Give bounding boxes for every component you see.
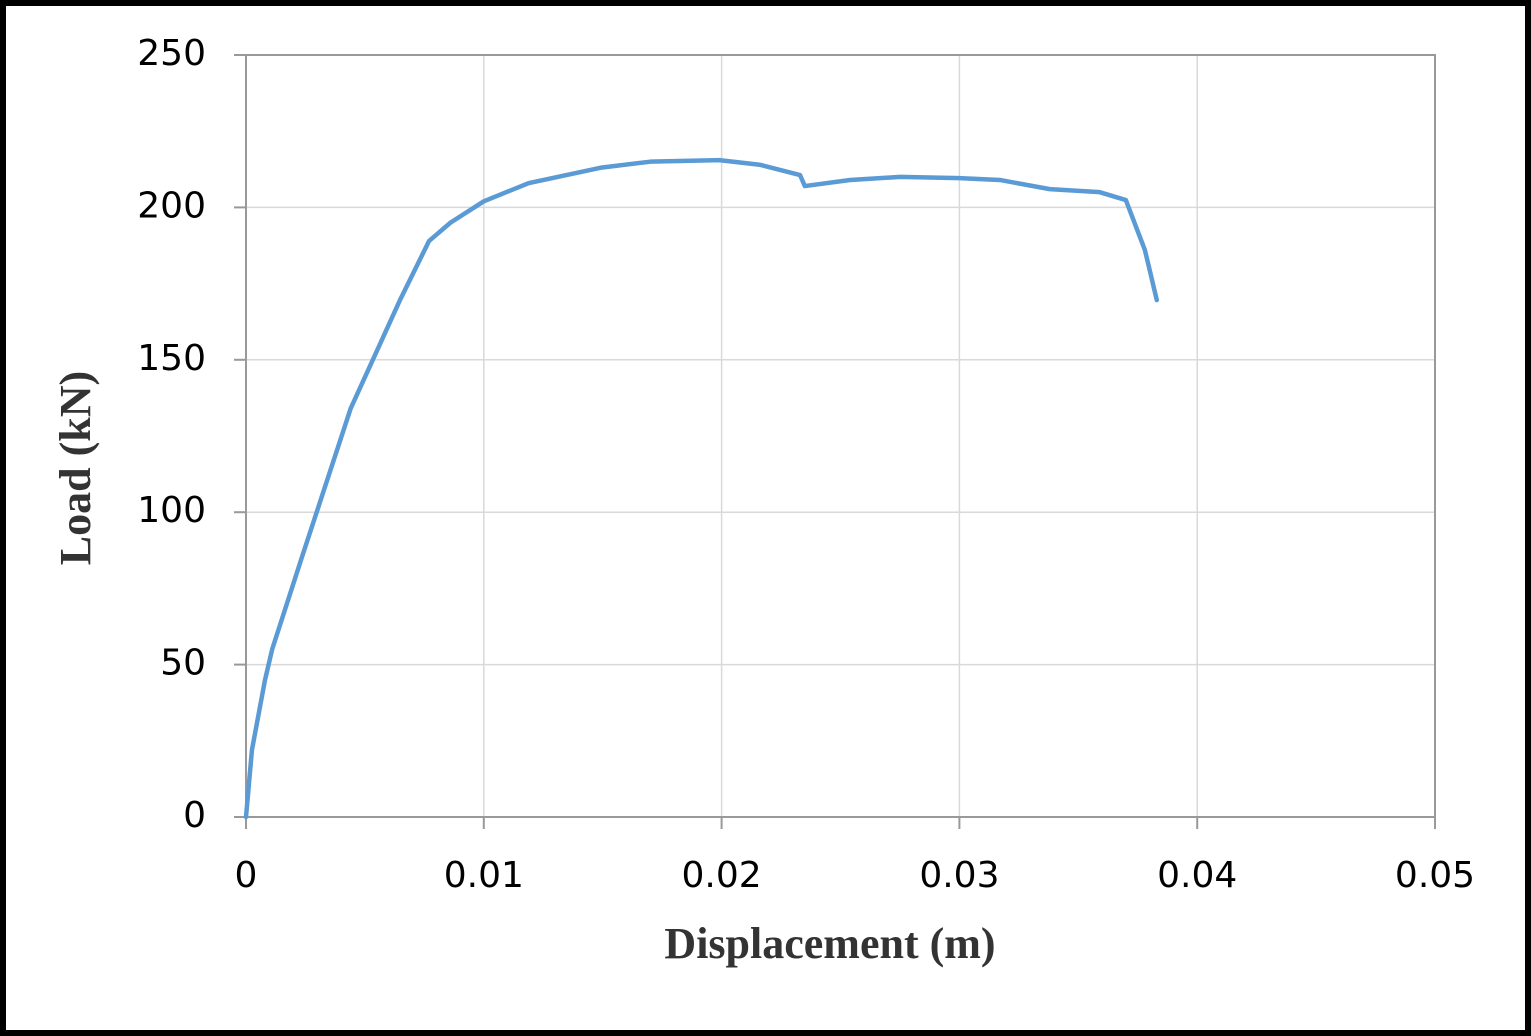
plot-border	[245, 54, 1436, 818]
x-tick-label: 0.04	[1157, 855, 1237, 896]
data-line	[243, 157, 1160, 820]
y-tick-label: 250	[137, 33, 206, 74]
x-tick-label: 0	[235, 855, 258, 896]
x-tick-label: 0.01	[444, 855, 524, 896]
x-tick-label: 0.03	[919, 855, 999, 896]
y-tick-label: 50	[160, 643, 206, 684]
x-axis-title: Displacement (m)	[664, 919, 995, 968]
y-tick-label: 100	[137, 490, 206, 531]
x-tick-label: 0.02	[682, 855, 762, 896]
y-axis-title: Load (kN)	[51, 371, 100, 565]
y-tick-label: 0	[183, 795, 206, 836]
y-tick-label: 200	[137, 185, 206, 226]
x-tick-label: 0.05	[1395, 855, 1475, 896]
y-tick-label: 150	[137, 338, 206, 379]
